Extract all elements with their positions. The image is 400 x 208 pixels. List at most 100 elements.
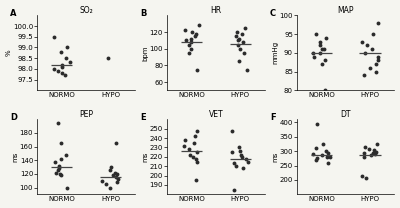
Point: [319, 154, 325, 157]
Point: [373, 62, 380, 66]
Point: [186, 51, 192, 54]
Point: [362, 51, 369, 54]
Text: B: B: [140, 9, 146, 18]
Point: [319, 62, 325, 66]
Point: [63, 153, 69, 156]
Point: [319, 47, 325, 51]
Point: [115, 185, 121, 188]
Title: PEP: PEP: [79, 110, 93, 119]
Point: [187, 153, 194, 157]
Point: [312, 158, 319, 161]
Point: [192, 157, 199, 160]
Point: [193, 179, 199, 182]
Point: [313, 32, 319, 36]
Point: [310, 51, 316, 54]
Point: [232, 165, 239, 168]
Point: [242, 26, 248, 30]
Point: [186, 43, 192, 46]
Point: [373, 70, 379, 73]
Point: [112, 171, 118, 174]
Point: [241, 51, 247, 54]
Point: [370, 32, 376, 36]
Point: [313, 122, 320, 125]
Point: [105, 57, 112, 60]
Point: [58, 50, 64, 53]
Point: [362, 145, 368, 149]
Point: [194, 151, 200, 154]
Point: [194, 129, 200, 132]
Point: [191, 141, 198, 144]
Point: [371, 149, 377, 152]
Point: [54, 69, 61, 73]
Point: [363, 177, 370, 180]
Point: [234, 30, 240, 34]
Point: [324, 155, 330, 158]
Point: [114, 180, 120, 184]
Point: [322, 59, 328, 62]
Point: [322, 36, 329, 40]
Point: [373, 150, 379, 153]
Point: [234, 39, 241, 42]
Point: [320, 142, 326, 146]
Point: [115, 178, 121, 181]
Point: [64, 121, 70, 124]
Point: [359, 40, 366, 43]
Point: [236, 146, 242, 149]
Point: [63, 186, 70, 189]
Point: [55, 169, 62, 172]
Point: [375, 59, 381, 62]
Point: [58, 72, 65, 75]
Point: [99, 179, 106, 182]
Point: [364, 44, 370, 47]
Title: VET: VET: [208, 110, 223, 119]
Point: [236, 37, 243, 40]
Point: [56, 167, 62, 170]
Point: [361, 151, 368, 154]
Point: [196, 24, 202, 27]
Point: [317, 40, 323, 43]
Point: [182, 29, 188, 32]
Point: [243, 157, 249, 160]
Point: [370, 152, 376, 155]
Point: [323, 149, 330, 153]
Point: [106, 169, 113, 172]
Point: [359, 174, 365, 177]
Point: [114, 153, 121, 156]
Y-axis label: %: %: [6, 50, 12, 56]
Point: [193, 32, 199, 35]
Y-axis label: ms: ms: [272, 152, 278, 162]
Point: [229, 151, 236, 154]
Text: A: A: [10, 9, 16, 18]
Point: [58, 174, 64, 177]
Point: [106, 164, 113, 167]
Point: [114, 172, 120, 176]
Point: [190, 155, 196, 158]
Point: [183, 39, 190, 42]
Point: [100, 132, 106, 135]
Point: [372, 152, 379, 156]
Point: [368, 154, 374, 157]
Text: E: E: [140, 113, 146, 122]
Point: [104, 142, 110, 146]
Point: [112, 141, 119, 145]
Point: [188, 47, 194, 50]
Point: [244, 68, 250, 71]
Text: C: C: [270, 9, 276, 18]
Point: [108, 165, 114, 169]
Point: [322, 89, 328, 92]
Text: D: D: [10, 113, 17, 122]
Title: MAP: MAP: [338, 6, 354, 15]
Point: [240, 166, 246, 170]
Y-axis label: ms: ms: [142, 152, 148, 162]
Point: [317, 51, 323, 54]
Point: [51, 35, 58, 38]
Point: [314, 157, 321, 160]
Point: [236, 59, 242, 63]
Point: [64, 46, 70, 49]
Point: [182, 138, 188, 142]
Point: [325, 161, 331, 164]
Point: [368, 47, 375, 51]
Point: [239, 155, 245, 158]
Point: [230, 162, 237, 165]
Point: [317, 44, 323, 47]
